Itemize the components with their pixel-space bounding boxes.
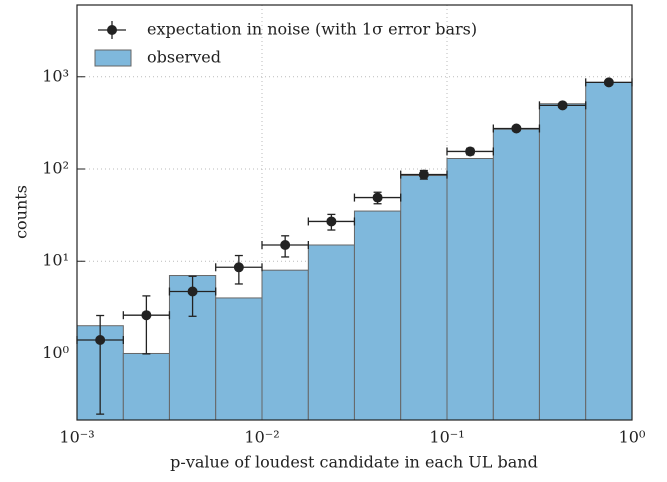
bar	[400, 175, 448, 421]
bar	[585, 81, 633, 421]
bar	[353, 210, 402, 421]
point	[465, 146, 476, 157]
x-tick-label: 10⁰	[619, 428, 646, 447]
bar	[538, 103, 587, 421]
y-axis-label: counts	[12, 185, 31, 239]
point	[511, 123, 522, 134]
x-tick-label: 10⁻²	[244, 428, 279, 447]
plot-frame	[76, 4, 633, 421]
point	[233, 262, 244, 273]
point	[326, 216, 337, 227]
legend-label: expectation in noise (with 1σ error bars…	[147, 20, 477, 39]
bar	[492, 128, 540, 421]
legend-label: observed	[147, 48, 221, 67]
y-tick-label: 10³	[42, 66, 69, 85]
legend-marker	[107, 25, 117, 35]
point	[557, 100, 568, 111]
point	[141, 310, 152, 321]
y-tick-label: 10⁰	[42, 343, 69, 362]
point	[603, 77, 614, 88]
x-tick-label: 10⁻¹	[429, 428, 464, 447]
y-tick-label: 10¹	[42, 251, 69, 270]
point	[418, 169, 429, 180]
bar	[446, 157, 494, 421]
point	[372, 192, 383, 203]
x-axis-label: p-value of loudest candidate in each UL …	[170, 453, 538, 472]
bar	[122, 352, 170, 421]
point	[95, 334, 106, 345]
legend-marker	[94, 49, 132, 67]
x-tick-label: 10⁻³	[59, 428, 94, 447]
bar	[307, 244, 355, 421]
bar	[261, 269, 309, 421]
y-tick-label: 10²	[42, 159, 69, 178]
bar	[215, 297, 263, 421]
point	[187, 286, 198, 297]
point	[280, 239, 291, 250]
